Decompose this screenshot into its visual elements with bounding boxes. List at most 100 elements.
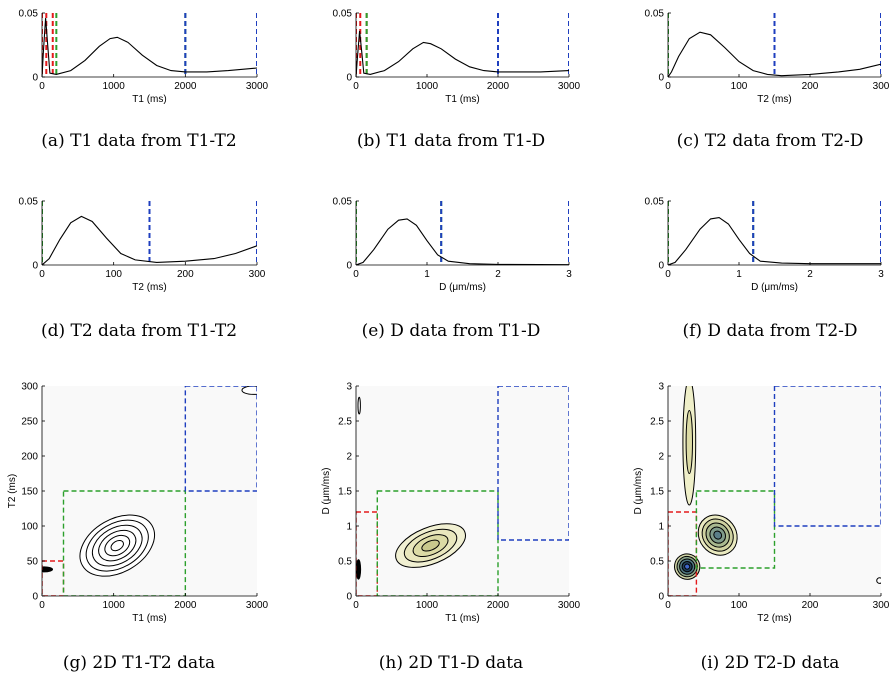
- x-tick-label: 200: [802, 81, 819, 92]
- panel-caption: (a) T1 data from T1-T2: [41, 131, 236, 151]
- x-tick-label: 0: [39, 81, 45, 92]
- y-axis-label: T2 (ms): [7, 474, 18, 508]
- x-tick-label: 1000: [416, 600, 439, 611]
- series-line: [356, 218, 569, 265]
- x-tick-label: 2000: [487, 600, 510, 611]
- series-line: [668, 217, 881, 265]
- contour-peak: [682, 386, 697, 506]
- x-tick-label: 1: [424, 269, 430, 280]
- x-tick-label: 2000: [174, 81, 197, 92]
- contour-peak: [356, 559, 362, 580]
- panel-caption: (d) T2 data from T1-T2: [41, 321, 237, 341]
- contour-level: [241, 386, 257, 395]
- x-tick-label: 1: [736, 269, 742, 280]
- contour-level: [713, 530, 723, 540]
- x-tick-label: 100: [105, 269, 122, 280]
- x-tick-label: 200: [802, 600, 819, 611]
- x-tick-label: 2000: [174, 600, 197, 611]
- y-tick-label: 0.5: [338, 557, 352, 568]
- y-tick-label: 1.5: [338, 487, 352, 498]
- y-tick-label: 0: [32, 261, 38, 272]
- series-line: [42, 215, 257, 265]
- panel-c: 0 100 200 300 0 0.05 T2 (ms) (c) T2 data from T…: [645, 9, 890, 152]
- y-tick-label: 150: [21, 487, 38, 498]
- x-tick-label: 0: [665, 269, 671, 280]
- y-tick-label: 3: [346, 382, 352, 393]
- y-tick-label: 0.05: [19, 197, 39, 208]
- y-tick-label: 0: [32, 592, 38, 603]
- panel-a: 0 1000 2000 3000 0 0.05 T1 (ms) (a) T1 data fro…: [19, 9, 269, 152]
- x-axis-label: T1 (ms): [445, 94, 479, 105]
- region-box: [773, 386, 881, 527]
- plot-content: [668, 201, 881, 265]
- panel-f: 0 1 2 3 0 0.05 D (μm/ms) (f) D data from T2-D: [645, 197, 885, 342]
- x-tick-label: 0: [39, 600, 45, 611]
- y-tick-label: 0.05: [645, 9, 665, 20]
- x-tick-label: 200: [177, 269, 194, 280]
- panel-caption: (b) T1 data from T1-D: [357, 131, 545, 151]
- panel-caption: (c) T2 data from T2-D: [677, 131, 864, 151]
- x-tick-label: 3000: [558, 600, 581, 611]
- y-tick-label: 2: [346, 452, 352, 463]
- x-axis-label: D (μm/ms): [751, 282, 798, 293]
- x-tick-label: 0: [353, 81, 359, 92]
- region-box: [497, 386, 569, 541]
- x-tick-label: 3: [878, 269, 884, 280]
- x-tick-label: 300: [873, 81, 890, 92]
- y-tick-label: 0: [346, 592, 352, 603]
- x-tick-label: 1000: [103, 600, 126, 611]
- plot-content: [42, 201, 257, 265]
- y-tick-label: 0.5: [650, 557, 664, 568]
- contour-level: [421, 539, 440, 552]
- panel-e: 0 1 2 3 0 0.05 D (μm/ms) (e) D data from T1-D: [333, 197, 573, 342]
- x-tick-label: 2: [807, 269, 813, 280]
- x-tick-label: 100: [731, 81, 748, 92]
- y-tick-label: 0: [346, 73, 352, 84]
- y-axis-label: D (μm/ms): [321, 468, 332, 515]
- contour-level: [110, 540, 124, 552]
- y-tick-label: 1.5: [650, 487, 664, 498]
- series-line: [356, 30, 569, 77]
- y-tick-label: 0.05: [333, 197, 353, 208]
- plot-content: [42, 386, 257, 596]
- plot-content: [356, 13, 569, 77]
- x-tick-label: 2: [495, 269, 501, 280]
- x-tick-label: 1000: [103, 81, 126, 92]
- region-box: [184, 386, 257, 492]
- region-box: [695, 490, 776, 569]
- x-axis-label: T2 (ms): [132, 282, 166, 293]
- x-tick-label: 3000: [246, 600, 269, 611]
- y-tick-label: 0: [658, 73, 664, 84]
- contour-level: [685, 410, 693, 474]
- y-tick-label: 0.05: [645, 197, 665, 208]
- series-line: [42, 18, 257, 77]
- contour-peak: [42, 566, 54, 573]
- y-tick-label: 3: [658, 382, 664, 393]
- x-tick-label: 0: [353, 269, 359, 280]
- region-box: [376, 490, 499, 596]
- x-tick-label: 0: [665, 81, 671, 92]
- y-tick-label: 0: [658, 261, 664, 272]
- y-tick-label: 2.5: [338, 417, 352, 428]
- y-tick-label: 100: [21, 522, 38, 533]
- plot-content: [668, 13, 881, 77]
- x-axis-label: T1 (ms): [132, 94, 166, 105]
- y-tick-label: 50: [27, 557, 39, 568]
- y-tick-label: 0.05: [333, 9, 353, 20]
- panel-caption: (i) 2D T2-D data: [701, 653, 840, 673]
- panel-g: 0 1000 2000 3000 0 50 100 150 200 250 300 T1 (ms) T2…: [7, 382, 269, 673]
- plot-content: [668, 386, 881, 596]
- y-tick-label: 1: [658, 522, 664, 533]
- x-tick-label: 3: [566, 269, 572, 280]
- region-box: [62, 490, 187, 596]
- x-axis-label: T1 (ms): [445, 613, 479, 624]
- region-box: [42, 560, 65, 596]
- contour-level: [684, 563, 691, 570]
- x-tick-label: 0: [39, 269, 45, 280]
- contour-peak: [241, 386, 257, 395]
- y-tick-label: 2: [658, 452, 664, 463]
- x-tick-label: 3000: [246, 81, 269, 92]
- x-tick-label: 0: [665, 600, 671, 611]
- panel-h: 0 1000 2000 3000 0 0.5 1 1.5 2 2.5 3 T1 (ms) D (μm/m…: [321, 382, 581, 673]
- contour-peak: [674, 553, 701, 580]
